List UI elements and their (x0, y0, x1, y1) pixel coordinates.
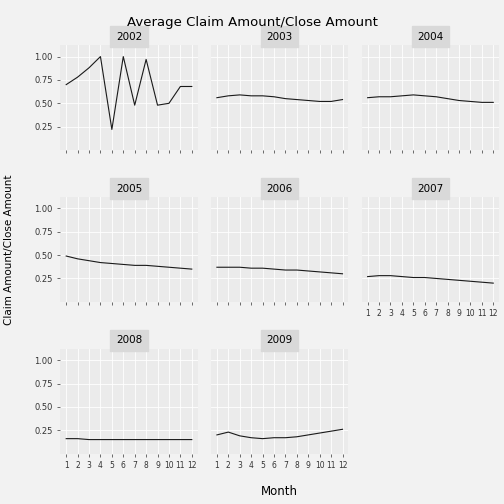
Text: Average Claim Amount/Close Amount: Average Claim Amount/Close Amount (127, 16, 377, 29)
Title: 2009: 2009 (267, 335, 293, 345)
Title: 2006: 2006 (267, 183, 293, 194)
Text: Claim Amount/Close Amount: Claim Amount/Close Amount (4, 174, 14, 325)
Title: 2003: 2003 (267, 32, 293, 42)
Title: 2004: 2004 (417, 32, 444, 42)
Text: Month: Month (261, 485, 298, 498)
Title: 2002: 2002 (116, 32, 142, 42)
Title: 2005: 2005 (116, 183, 142, 194)
Title: 2008: 2008 (116, 335, 142, 345)
Title: 2007: 2007 (417, 183, 444, 194)
